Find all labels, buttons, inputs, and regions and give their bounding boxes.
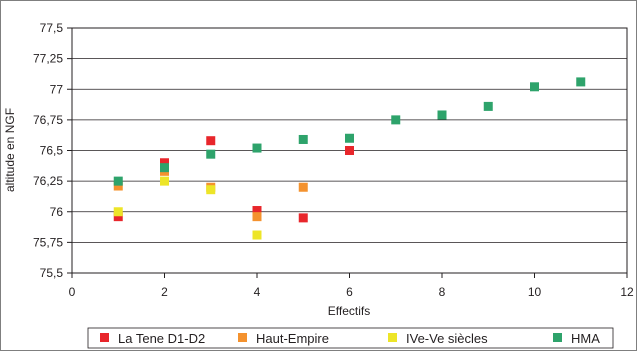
x-tick-label: 0 [69, 285, 76, 299]
data-point [113, 181, 123, 191]
legend-label: HMA [571, 331, 600, 346]
data-point [530, 82, 539, 92]
data-point [252, 230, 262, 240]
legend-swatch [238, 333, 247, 342]
y-tick-label: 76,25 [33, 174, 63, 188]
y-tick-label: 75,5 [40, 266, 64, 280]
y-tick-label: 77,25 [33, 52, 63, 66]
data-point [206, 185, 216, 195]
data-point [160, 158, 169, 168]
y-tick-label: 76,5 [40, 144, 64, 158]
data-point [252, 143, 262, 153]
y-tick-label: 77,5 [40, 21, 64, 35]
x-tick-label: 4 [254, 285, 261, 299]
x-tick-label: 8 [439, 285, 446, 299]
data-point [252, 206, 262, 216]
data-point [206, 149, 216, 159]
y-tick-label: 76,75 [33, 113, 63, 127]
data-point [345, 146, 354, 155]
series-3 [113, 77, 586, 186]
data-point [576, 77, 586, 87]
legend-label: Haut-Empire [256, 331, 329, 346]
data-point [113, 176, 123, 186]
legend-label: La Tene D1-D2 [118, 331, 205, 346]
legend: La Tene D1-D2 Haut-Empire IVe-Ve siècles HM… [87, 327, 614, 349]
data-point [160, 176, 169, 186]
legend-swatch [388, 333, 397, 342]
data-point [298, 134, 308, 144]
x-tick-label: 12 [620, 285, 634, 299]
data-point [252, 212, 262, 222]
data-point [345, 133, 354, 143]
legend-swatch [553, 333, 562, 342]
axis-ticks: 75,5 75,75 76 76,25 76,5 76,75 77 77,25 77,5 0 2 4 6… [33, 21, 634, 299]
x-tick-label: 2 [161, 285, 168, 299]
y-axis-title: altitude en NGF [3, 108, 17, 192]
series-0 [113, 136, 354, 223]
x-tick-label: 6 [346, 285, 353, 299]
data-point [298, 182, 308, 192]
legend-label: IVe-Ve siècles [406, 331, 488, 346]
y-tick-label: 76 [50, 205, 64, 219]
y-tick-label: 77 [50, 82, 64, 96]
x-tick-label: 10 [528, 285, 542, 299]
x-axis-title: Effectifs [328, 304, 370, 318]
series-2 [113, 176, 262, 240]
data-point [391, 115, 401, 125]
data-point [206, 136, 216, 146]
data-point [298, 213, 308, 223]
data-point [160, 163, 169, 173]
data-points [113, 77, 586, 240]
data-point [113, 212, 123, 222]
legend-swatch [100, 333, 109, 342]
legend-frame [87, 327, 614, 349]
data-point [113, 207, 123, 217]
y-tick-label: 75,75 [33, 235, 63, 249]
data-point [483, 101, 493, 111]
data-point [437, 110, 447, 120]
